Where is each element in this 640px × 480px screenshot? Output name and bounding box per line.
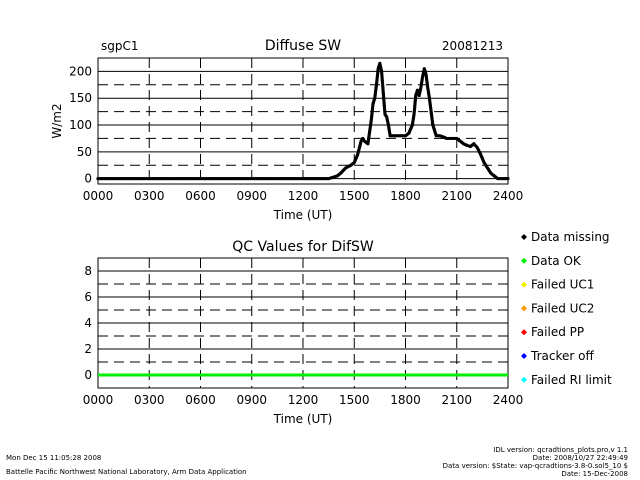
chart-title-top: Diffuse SW xyxy=(265,38,341,54)
bottom-x-axis-label: Time (UT) xyxy=(273,412,333,426)
chart-title-bottom: QC Values for DifSW xyxy=(232,239,374,255)
top-x-tick-label: 0000 xyxy=(83,189,114,203)
bottom-x-ticks: 0000 0300 0600 0900 1200 1500 1800 2100 2400 xyxy=(83,393,524,407)
bottom-grid xyxy=(98,258,508,388)
legend-marker-icon xyxy=(521,376,527,383)
top-x-tick-label: 1200 xyxy=(288,189,319,203)
legend-item: Failed RI limit xyxy=(521,373,612,387)
top-y-ticks: 0 50 100 150 200 xyxy=(69,64,92,185)
bottom-x-tick-label: 0000 xyxy=(83,393,114,407)
bottom-x-tick-label: 1800 xyxy=(390,393,421,407)
bottom-x-tick-label: 1500 xyxy=(339,393,370,407)
top-x-axis-label: Time (UT) xyxy=(273,208,333,222)
legend-label: Data missing xyxy=(531,230,610,244)
bottom-y-tick-label: 2 xyxy=(84,342,92,356)
legend-item: Failed PP xyxy=(521,325,584,339)
legend-label: Failed UC2 xyxy=(531,301,594,315)
top-x-tick-label: 0900 xyxy=(236,189,267,203)
top-chart: 0 50 100 150 200 0000 0300 0600 0900 1200 1500 180… xyxy=(50,57,524,222)
legend-label: Data OK xyxy=(531,254,582,268)
legend-marker-icon xyxy=(521,257,527,264)
legend-item: Tracker off xyxy=(521,349,594,363)
legend-marker-icon xyxy=(521,305,527,312)
legend-marker-icon xyxy=(521,329,527,336)
footer-data-date: Date: 15-Dec-2008 xyxy=(561,470,628,478)
legend-marker-icon xyxy=(521,353,527,359)
bottom-x-tick-label: 1200 xyxy=(288,393,319,407)
data-point xyxy=(506,177,510,181)
footer-org: Battelle Pacific Northwest National Labo… xyxy=(6,468,247,476)
bottom-y-tick-label: 4 xyxy=(84,316,92,330)
legend-item: Data missing xyxy=(521,230,610,244)
legend-marker-icon xyxy=(521,281,527,288)
top-x-tick-label: 1500 xyxy=(339,189,370,203)
bottom-y-tick-label: 6 xyxy=(84,290,92,304)
bottom-y-tick-label: 0 xyxy=(84,368,92,382)
top-x-tick-label: 1800 xyxy=(390,189,421,203)
legend-item: Failed UC2 xyxy=(521,301,594,315)
top-grid xyxy=(98,58,508,184)
legend-item: Failed UC1 xyxy=(521,278,594,292)
legend-marker-icon xyxy=(521,234,527,240)
footer-timestamp: Mon Dec 15 11:05:28 2008 xyxy=(6,454,101,462)
bottom-y-tick-label: 8 xyxy=(84,264,92,278)
top-data-points xyxy=(96,61,510,181)
top-x-tick-label: 0300 xyxy=(134,189,165,203)
date-label: 20081213 xyxy=(442,39,503,53)
footer-data-version: Data version: $State: vap-qcradtions-3.8… xyxy=(443,462,628,470)
top-y-tick-label: 0 xyxy=(84,172,92,186)
top-plot-frame xyxy=(97,57,509,185)
top-x-tick-label: 0600 xyxy=(185,189,216,203)
top-y-tick-label: 150 xyxy=(69,91,92,105)
bottom-x-tick-label: 2100 xyxy=(441,393,472,407)
footer-idl-date: Date: 2008/10/27 22:49:49 xyxy=(533,454,628,462)
top-y-axis-label: W/m2 xyxy=(50,103,64,138)
footer-idl-version: IDL version: qcradtions_plots.pro,v 1.1 xyxy=(493,446,628,454)
bottom-chart: 0 2 4 6 8 0000 0300 0600 0900 1200 1500 1800 2100 24… xyxy=(83,257,524,426)
legend: Data missing Data OK Failed UC1 Failed UC2 F… xyxy=(521,230,612,387)
legend-label: Tracker off xyxy=(530,349,594,363)
top-x-tick-label: 2100 xyxy=(441,189,472,203)
top-y-tick-label: 100 xyxy=(69,118,92,132)
bottom-x-tick-label: 0600 xyxy=(185,393,216,407)
top-y-tick-label: 50 xyxy=(77,145,92,159)
legend-label: Failed UC1 xyxy=(531,278,594,292)
legend-label: Failed PP xyxy=(531,325,584,339)
bottom-x-tick-label: 0900 xyxy=(236,393,267,407)
top-y-tick-label: 200 xyxy=(69,64,92,78)
bottom-y-ticks: 0 2 4 6 8 xyxy=(84,264,92,382)
legend-label: Failed RI limit xyxy=(531,373,612,387)
top-x-tick-label: 2400 xyxy=(493,189,524,203)
bottom-x-tick-label: 0300 xyxy=(134,393,165,407)
bottom-plot-frame xyxy=(97,257,509,389)
legend-item: Data OK xyxy=(521,254,582,268)
top-x-ticks: 0000 0300 0600 0900 1200 1500 1800 2100 2400 xyxy=(83,189,524,203)
bottom-x-tick-label: 2400 xyxy=(493,393,524,407)
site-label: sgpC1 xyxy=(101,39,139,53)
